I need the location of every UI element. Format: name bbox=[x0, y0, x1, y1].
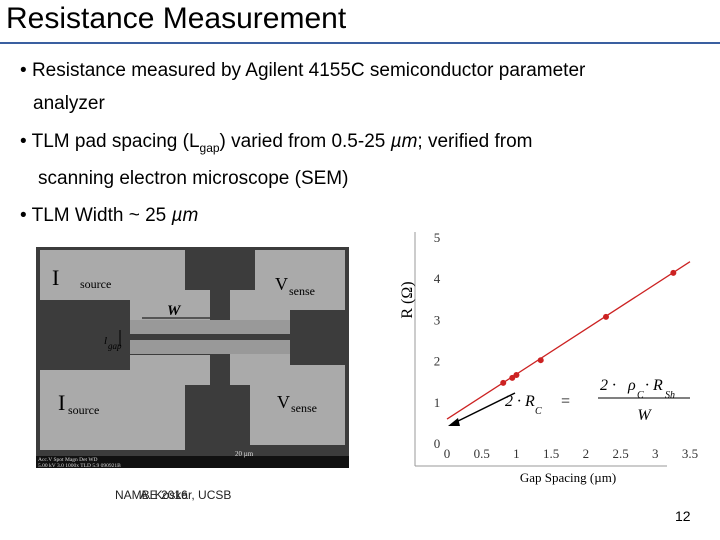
formula-part: ρ bbox=[627, 377, 636, 394]
x-tick-label: 1.5 bbox=[543, 446, 559, 461]
formula-part: = bbox=[560, 393, 571, 410]
sem-label: source bbox=[68, 403, 99, 417]
y-tick-label: 0 bbox=[434, 436, 441, 451]
pad bbox=[230, 250, 345, 330]
page-number: 12 bbox=[675, 508, 691, 524]
title-rule bbox=[0, 42, 720, 44]
pad bbox=[40, 355, 210, 450]
arrowhead bbox=[448, 418, 460, 426]
x-axis-label: Gap Spacing (µm) bbox=[520, 470, 616, 485]
sem-label: V bbox=[277, 392, 290, 412]
pad bbox=[40, 250, 210, 320]
footer: NAMBE 2016 bbox=[115, 488, 188, 502]
text: TLM pad spacing (L bbox=[31, 131, 200, 152]
x-tick-label: 2.5 bbox=[612, 446, 628, 461]
unit: µm bbox=[171, 205, 199, 226]
text: ; verified from bbox=[417, 131, 533, 152]
info-bar bbox=[36, 456, 349, 468]
bullet: • TLM Width ~ 25 µm bbox=[20, 205, 199, 226]
formula-part: 2 · R bbox=[505, 393, 535, 410]
sem-label: source bbox=[80, 277, 111, 291]
formula-part: · R bbox=[645, 377, 663, 394]
sem-label: sense bbox=[289, 284, 315, 298]
y-tick-label: 1 bbox=[434, 395, 441, 410]
bullet-cont: scanning electron microscope (SEM) bbox=[38, 168, 348, 190]
strip bbox=[130, 320, 290, 334]
y-tick-label: 4 bbox=[434, 271, 441, 286]
text: ) varied from 0.5-25 bbox=[219, 131, 391, 152]
sem-label: sense bbox=[291, 401, 317, 415]
pad bbox=[230, 350, 345, 445]
bullet: • TLM pad spacing (Lgap) varied from 0.5… bbox=[20, 131, 533, 155]
formula: 2 · RC=2 · ρC· RSh bbox=[505, 377, 675, 417]
point bbox=[513, 372, 520, 379]
y-tick-label: 3 bbox=[434, 312, 441, 327]
footer: A. Koskar, UCSB bbox=[140, 488, 232, 502]
unit: µm bbox=[390, 131, 418, 152]
bullet-cont: analyzer bbox=[33, 93, 105, 115]
point bbox=[602, 313, 609, 320]
sem-label: I bbox=[58, 390, 65, 415]
sem-label: gap bbox=[108, 341, 122, 351]
x-tick-label: 1 bbox=[513, 446, 520, 461]
point bbox=[537, 357, 544, 364]
x-tick-label: 2 bbox=[583, 446, 590, 461]
point bbox=[670, 269, 677, 276]
y-axis-label: R (Ω) bbox=[399, 281, 416, 318]
text: TLM Width ~ 25 bbox=[31, 205, 172, 226]
sem-info: Acc.V Spot Magn Det WD bbox=[38, 457, 98, 463]
point bbox=[500, 379, 507, 386]
formula-part: Sh bbox=[665, 390, 675, 401]
formula-part: C bbox=[535, 406, 542, 417]
x-tick-label: 3.5 bbox=[682, 446, 698, 461]
title: Resistance Measurement bbox=[6, 2, 347, 35]
sem-image bbox=[36, 247, 349, 468]
sem-label: l bbox=[104, 335, 107, 347]
strip bbox=[130, 340, 290, 354]
x-tick-label: 0.5 bbox=[474, 446, 490, 461]
arrow bbox=[451, 392, 516, 425]
subscript: gap bbox=[199, 140, 220, 155]
y-tick-label: 2 bbox=[434, 354, 441, 369]
x-tick-label: 0 bbox=[444, 446, 451, 461]
text: scanning electron microscope (SEM) bbox=[38, 168, 349, 189]
bullet: • Resistance measured by Agilent 4155C s… bbox=[20, 60, 586, 81]
formula-part: W bbox=[637, 407, 652, 424]
fit-line bbox=[446, 261, 691, 420]
sem-scale: 20 µm bbox=[235, 450, 254, 458]
formula-part: C bbox=[637, 390, 644, 401]
sem-info: 5.00 kV 3.0 1000x TLD 5.9 090921B bbox=[38, 463, 121, 469]
text: Resistance measured by Agilent 4155C sem… bbox=[31, 60, 586, 81]
sem-label: I bbox=[52, 265, 59, 290]
y-tick-label: 5 bbox=[434, 230, 441, 245]
sem-label: W bbox=[167, 303, 182, 319]
x-tick-label: 3 bbox=[652, 446, 659, 461]
text: analyzer bbox=[33, 93, 105, 114]
sem-label: V bbox=[275, 274, 288, 294]
formula-part: 2 · bbox=[600, 377, 620, 394]
point bbox=[509, 374, 516, 381]
